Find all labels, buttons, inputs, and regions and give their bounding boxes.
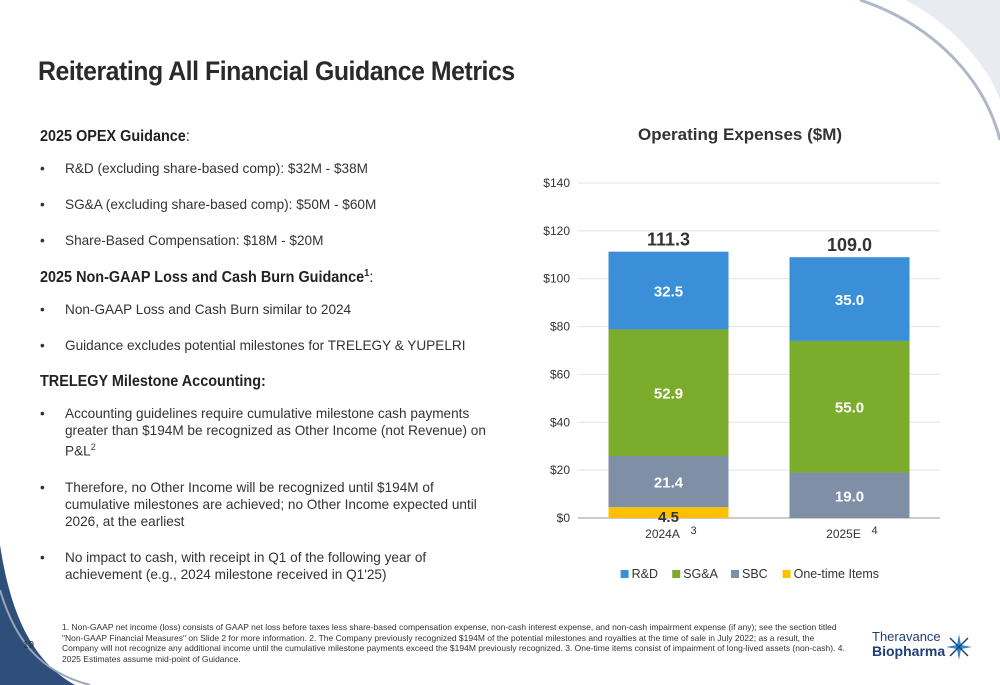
operating-expenses-chart: Operating Expenses ($M) $0 $20 $40 $60 $80 $10… xyxy=(520,120,960,600)
list-item-text: Share-Based Compensation: $18M - $20M xyxy=(65,233,323,248)
y-tick-label: $0 xyxy=(557,511,571,525)
legend-swatch xyxy=(731,570,739,578)
opex-heading-text: 2025 OPEX Guidance xyxy=(40,128,186,145)
y-tick-label: $20 xyxy=(550,463,570,477)
opex-list: • R&D (excluding share-based comp): $32M … xyxy=(40,160,500,249)
list-item-text: Non-GAAP Loss and Cash Burn similar to 2… xyxy=(65,302,351,317)
x-tick-footnote-ref: 3 xyxy=(691,525,697,537)
legend-label: R&D xyxy=(632,567,658,581)
list-item: • Accounting guidelines require cumulativ… xyxy=(40,405,500,460)
nongaap-heading: 2025 Non-GAAP Loss and Cash Burn Guidanc… xyxy=(40,268,468,287)
x-tick-label: 2024A xyxy=(645,527,680,541)
footnotes: 1. Non-GAAP net income (loss) consists o… xyxy=(62,622,852,664)
bar-total-label: 111.3 xyxy=(647,230,690,250)
logo-line2: Biopharma xyxy=(872,644,945,658)
bullet: • xyxy=(40,549,45,566)
legend-swatch xyxy=(783,570,791,578)
bar-value-label: 32.5 xyxy=(654,284,683,301)
legend-swatch xyxy=(621,570,629,578)
list-item-text: Accounting guidelines require cumulative… xyxy=(65,406,486,459)
bullet: • xyxy=(40,337,45,354)
trelegy-list: • Accounting guidelines require cumulativ… xyxy=(40,405,500,583)
list-item: • No impact to cash, with receipt in Q1 o… xyxy=(40,549,500,583)
bar-value-label: 35.0 xyxy=(835,292,864,309)
company-logo: Theravance Biopharma xyxy=(872,630,982,670)
y-tick-label: $140 xyxy=(543,176,570,190)
bar-value-label: 52.9 xyxy=(654,386,683,403)
legend-label: One-time Items xyxy=(794,567,879,581)
logo-star-icon xyxy=(944,632,974,662)
list-item: • Therefore, no Other Income will be reco… xyxy=(40,479,500,530)
y-tick-label: $60 xyxy=(550,367,570,381)
nongaap-heading-text: 2025 Non-GAAP Loss and Cash Burn Guidanc… xyxy=(40,269,364,286)
page-number: 19 xyxy=(23,640,34,651)
list-item-text: Guidance excludes potential milestones f… xyxy=(65,338,465,353)
y-tick-label: $40 xyxy=(550,415,570,429)
y-tick-label: $100 xyxy=(543,272,570,286)
y-tick-label: $120 xyxy=(543,224,570,238)
bar-value-label: 4.5 xyxy=(658,509,679,526)
list-item: • Share-Based Compensation: $18M - $20M xyxy=(40,232,500,249)
nongaap-heading-colon: : xyxy=(369,269,373,286)
legend-swatch xyxy=(672,570,680,578)
x-tick-footnote-ref: 4 xyxy=(872,525,878,537)
nongaap-list: • Non-GAAP Loss and Cash Burn similar to … xyxy=(40,301,500,354)
bar-value-label: 19.0 xyxy=(835,488,864,505)
bullet: • xyxy=(40,405,45,422)
list-item: • R&D (excluding share-based comp): $32M … xyxy=(40,160,500,177)
list-item-text: SG&A (excluding share-based comp): $50M … xyxy=(65,197,376,212)
list-item: • SG&A (excluding share-based comp): $50M… xyxy=(40,196,500,213)
list-item-text: No impact to cash, with receipt in Q1 of… xyxy=(65,550,426,582)
list-item-text: R&D (excluding share-based comp): $32M -… xyxy=(65,161,368,176)
bullet: • xyxy=(40,196,45,213)
bar-value-label: 55.0 xyxy=(835,400,864,417)
opex-heading: 2025 OPEX Guidance: xyxy=(40,128,468,146)
bar-value-label: 21.4 xyxy=(654,475,684,492)
opex-heading-colon: : xyxy=(186,128,190,145)
page-title: Reiterating All Financial Guidance Metri… xyxy=(38,56,515,87)
chart-title: Operating Expenses ($M) xyxy=(638,125,842,144)
legend-label: SG&A xyxy=(683,567,718,581)
bullet: • xyxy=(40,232,45,249)
bullet: • xyxy=(40,479,45,496)
legend-label: SBC xyxy=(742,567,768,581)
bullet: • xyxy=(40,301,45,318)
x-tick-label: 2025E xyxy=(826,527,861,541)
list-item-text: Therefore, no Other Income will be recog… xyxy=(65,480,477,529)
trelegy-heading: TRELEGY Milestone Accounting: xyxy=(40,373,468,391)
y-tick-label: $80 xyxy=(550,320,570,334)
list-item: • Guidance excludes potential milestones … xyxy=(40,337,500,354)
logo-line1: Theravance xyxy=(872,630,945,644)
logo-text: Theravance Biopharma xyxy=(872,630,945,658)
guidance-panel: 2025 OPEX Guidance: • R&D (excluding shar… xyxy=(40,128,500,602)
bar-total-label: 109.0 xyxy=(827,235,872,255)
list-item: • Non-GAAP Loss and Cash Burn similar to … xyxy=(40,301,500,318)
bullet: • xyxy=(40,160,45,177)
footnote-ref: 2 xyxy=(91,442,96,452)
